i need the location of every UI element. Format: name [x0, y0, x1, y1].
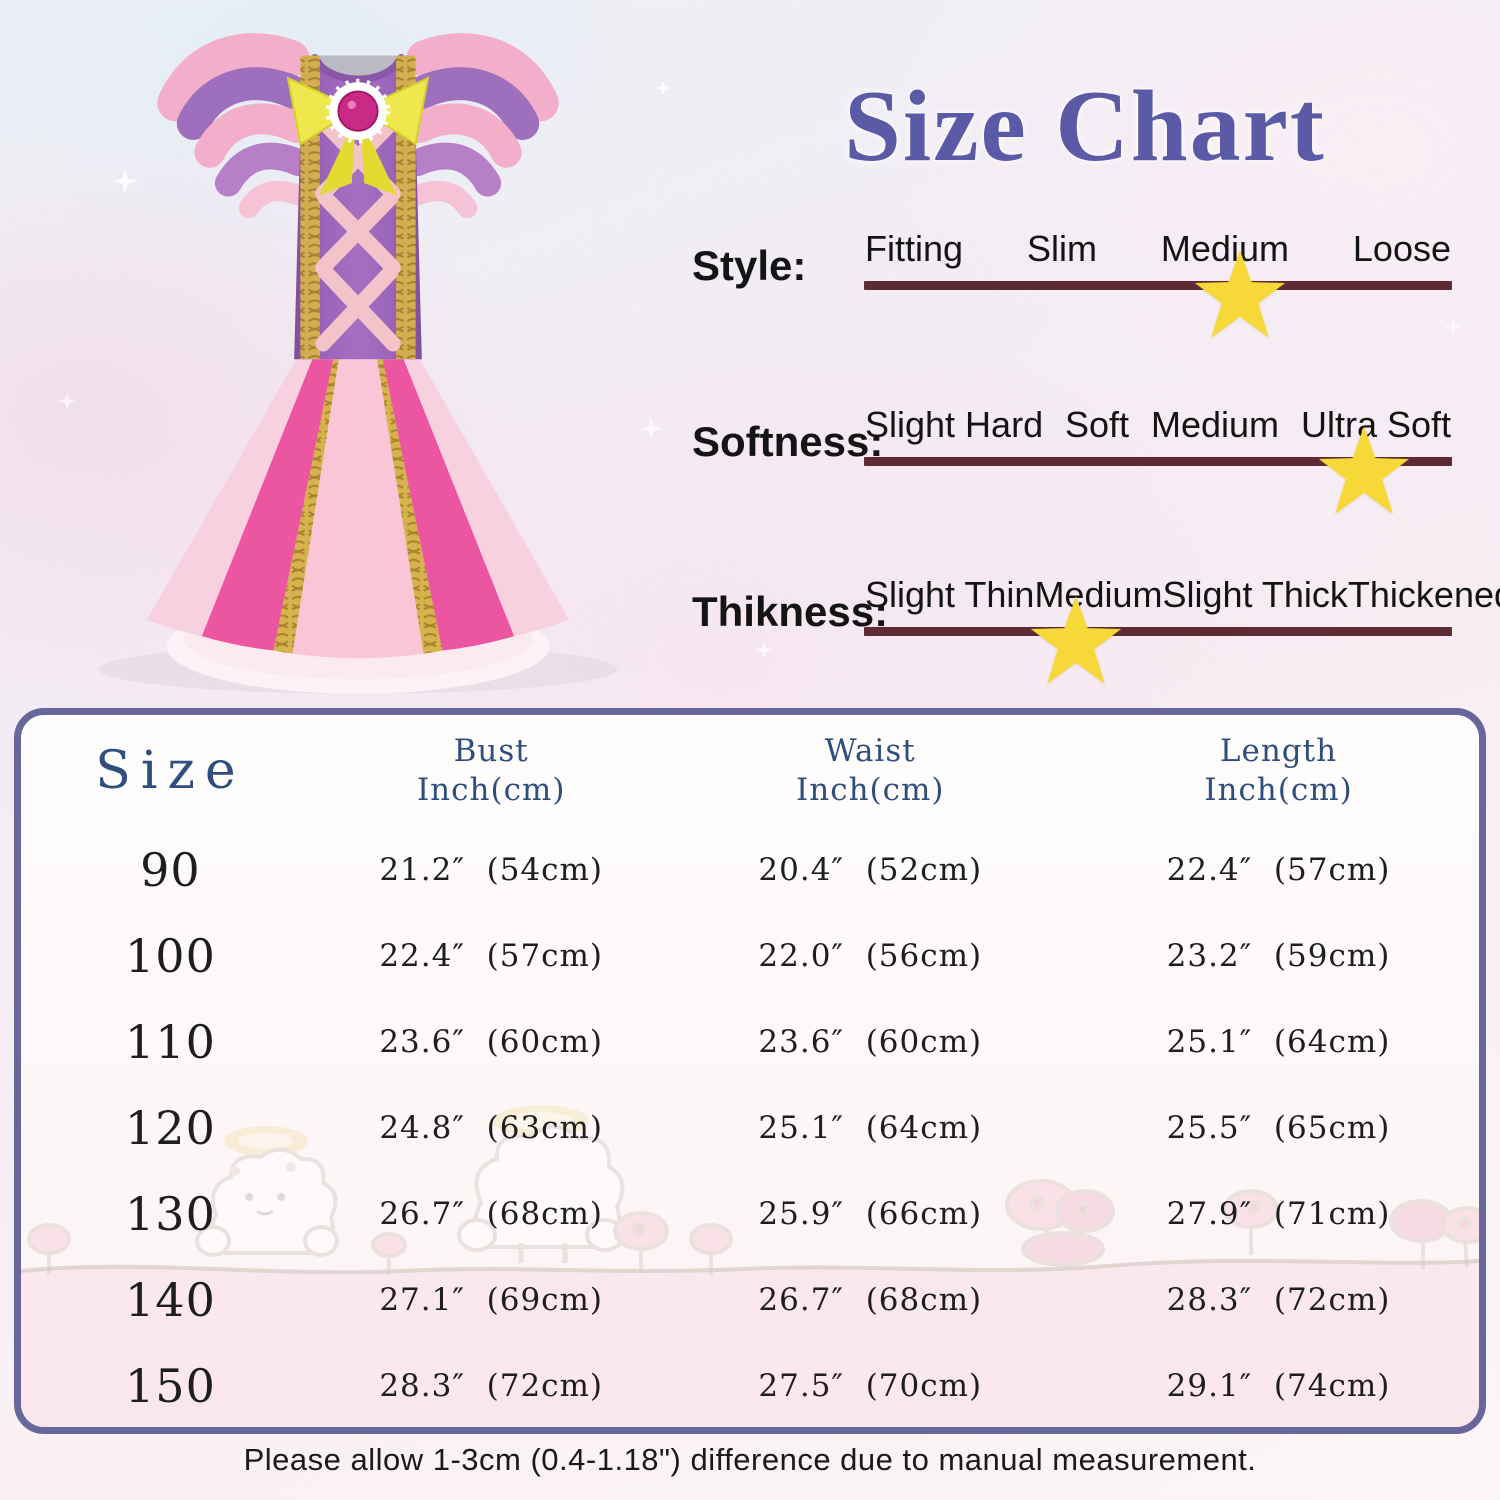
size-value: 100: [125, 929, 216, 983]
length-value: 22.4″ (57cm): [1166, 852, 1391, 888]
scale-thickness-label: Thikness:: [692, 588, 889, 635]
scale-option: Medium: [1150, 404, 1280, 445]
scale-option: Medium: [1160, 228, 1289, 269]
waist-value: 25.9″ (66cm): [758, 1196, 983, 1232]
waist-value: 22.0″ (56cm): [758, 938, 983, 974]
column-header-length-line2: Inch(cm): [1204, 772, 1353, 808]
size-value: 150: [125, 1359, 216, 1413]
size-table-grid: Size Bust Inch(cm) Waist Inch(cm) Length…: [21, 715, 1479, 1427]
waist-value: 20.4″ (52cm): [758, 852, 983, 888]
scale-line: [864, 627, 1452, 636]
length-value: 27.9″ (71cm): [1166, 1196, 1391, 1232]
scale-style-label: Style:: [692, 242, 807, 289]
scale-thickness-track: Slight Thin Medium Slight Thick Thickene…: [864, 574, 1500, 684]
waist-value: 23.6″ (60cm): [758, 1024, 983, 1060]
scale-option: Medium: [1034, 574, 1163, 615]
bust-value: 28.3″ (72cm): [379, 1368, 604, 1404]
size-value: 120: [125, 1101, 216, 1155]
scale-softness-label: Softness:: [692, 418, 884, 465]
scale-line: [864, 457, 1452, 466]
size-value: 90: [140, 843, 201, 897]
bust-value: 23.6″ (60cm): [379, 1024, 604, 1060]
waist-value: 26.7″ (68cm): [758, 1282, 983, 1318]
size-value: 140: [125, 1273, 216, 1327]
product-dress-image: [58, 2, 658, 702]
size-value: 110: [125, 1015, 216, 1069]
length-value: 28.3″ (72cm): [1166, 1282, 1391, 1318]
column-header-size: Size: [95, 740, 246, 801]
column-header-bust-line2: Inch(cm): [416, 772, 566, 808]
column-header-bust: Bust Inch(cm): [417, 732, 565, 810]
scale-style: Style: Fitting Slim Medium Loose: [692, 228, 1464, 358]
scale-softness-track: Slight Hard Soft Medium Ultra Soft: [864, 404, 1452, 514]
bust-value: 21.2″ (54cm): [379, 852, 604, 888]
scale-option: Soft: [1065, 404, 1130, 445]
length-value: 29.1″ (74cm): [1166, 1368, 1391, 1404]
scale-option: Loose: [1352, 228, 1451, 269]
bust-value: 22.4″ (57cm): [379, 938, 604, 974]
scale-option: Slim: [1026, 228, 1097, 269]
bow-decoration: [286, 76, 430, 196]
column-header-length-line1: Length: [1219, 733, 1338, 770]
column-header-waist-line2: Inch(cm): [796, 772, 945, 808]
selected-star-icon: [1316, 426, 1412, 518]
bust-value: 26.7″ (68cm): [379, 1196, 604, 1232]
selected-star-icon: [1028, 596, 1124, 688]
scale-thickness-options: Slight Thin Medium Slight Thick Thickene…: [864, 574, 1500, 616]
size-table: Size Bust Inch(cm) Waist Inch(cm) Length…: [14, 708, 1486, 1434]
scale-style-track: Fitting Slim Medium Loose: [864, 228, 1452, 338]
scale-option: Thickened: [1347, 574, 1500, 615]
length-value: 23.2″ (59cm): [1166, 938, 1391, 974]
scale-thickness: Thikness: Slight Thin Medium Slight Thic…: [692, 574, 1500, 704]
scale-softness: Softness: Slight Hard Soft Medium Ultra …: [692, 404, 1464, 534]
column-header-waist: Waist Inch(cm): [796, 732, 944, 810]
column-header-waist-line1: Waist: [824, 733, 916, 770]
scale-option: Ultra Soft: [1300, 404, 1451, 445]
scale-style-options: Fitting Slim Medium Loose: [864, 228, 1452, 270]
length-value: 25.1″ (64cm): [1166, 1024, 1391, 1060]
measurement-disclaimer: Please allow 1-3cm (0.4-1.18") differenc…: [243, 1442, 1257, 1477]
page-title: Size Chart: [844, 70, 1326, 183]
bust-value: 27.1″ (69cm): [379, 1282, 604, 1318]
table-background-doodles: [21, 1105, 1479, 1427]
column-header-length: Length Inch(cm): [1204, 732, 1352, 810]
dress-illustration: [98, 2, 618, 694]
column-header-bust-line1: Bust: [453, 733, 529, 770]
scale-option: Slight Thick: [1162, 574, 1348, 615]
length-value: 25.5″ (65cm): [1166, 1110, 1391, 1146]
bust-value: 24.8″ (63cm): [379, 1110, 604, 1146]
waist-value: 27.5″ (70cm): [758, 1368, 983, 1404]
scale-line: [864, 281, 1452, 290]
scale-option: Slight Hard: [865, 404, 1044, 445]
waist-value: 25.1″ (64cm): [758, 1110, 983, 1146]
size-value: 130: [125, 1187, 216, 1241]
scale-option: Fitting: [865, 228, 964, 269]
scale-option: Slight Thin: [865, 574, 1035, 615]
selected-star-icon: [1192, 250, 1288, 342]
scale-softness-options: Slight Hard Soft Medium Ultra Soft: [864, 404, 1452, 446]
